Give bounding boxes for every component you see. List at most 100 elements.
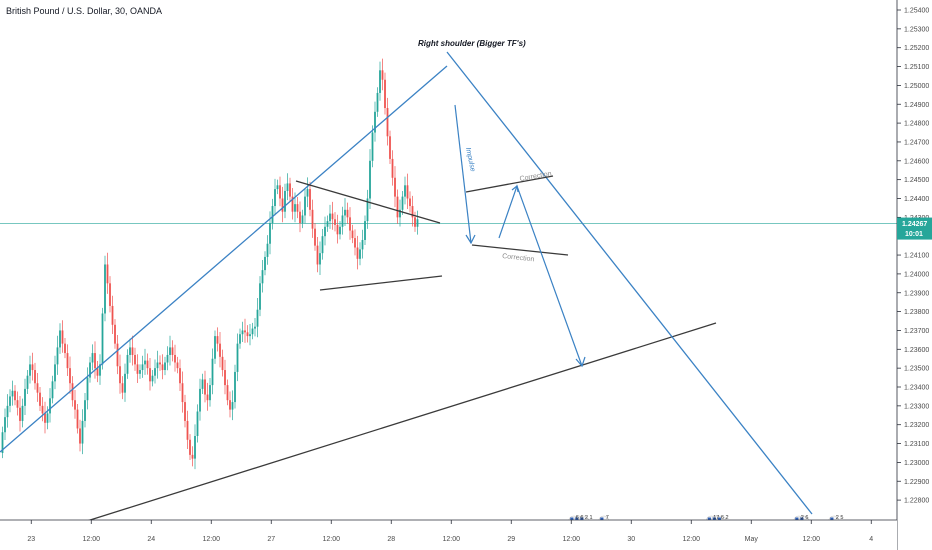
y-tick-label: 1.23600 xyxy=(904,347,929,354)
candle-body xyxy=(234,371,236,403)
candle-body xyxy=(109,283,111,306)
y-tick-label: 1.24500 xyxy=(904,177,929,184)
candle-body xyxy=(391,158,394,178)
correction-top-label: Correction xyxy=(519,170,552,183)
candle-body xyxy=(119,366,121,384)
candle-body xyxy=(64,343,66,354)
price-axis[interactable] xyxy=(897,0,932,550)
event-flag-canton xyxy=(600,517,604,521)
candle-body xyxy=(359,249,361,259)
y-tick-label: 1.23400 xyxy=(904,385,929,392)
candle-body xyxy=(169,347,171,355)
candle-body xyxy=(201,379,204,389)
candle-body xyxy=(174,354,176,363)
triangle-upper-line[interactable] xyxy=(295,180,441,224)
candle-body xyxy=(186,420,189,440)
candle-body xyxy=(366,198,369,222)
candle-body xyxy=(244,330,246,333)
candle-body xyxy=(76,409,79,429)
candle-body xyxy=(161,364,164,371)
candle-body xyxy=(49,398,51,414)
candle-body xyxy=(336,224,339,235)
x-tick-label: 12:00 xyxy=(682,536,700,543)
projection-arrowhead-up xyxy=(511,184,519,193)
candle-body xyxy=(111,305,114,325)
y-tick-label: 1.24700 xyxy=(904,139,929,146)
right-shoulder-label: Right shoulder (Bigger TF's) xyxy=(418,39,526,48)
candle-body xyxy=(34,370,36,384)
candle-body xyxy=(129,347,131,355)
bar-countdown-label: 10:01 xyxy=(905,231,923,238)
candle-body xyxy=(151,375,154,382)
candle-body xyxy=(266,243,269,257)
candle-body xyxy=(299,211,301,224)
candle-body xyxy=(166,354,169,363)
candle-body xyxy=(304,196,306,216)
candle-body xyxy=(236,343,239,372)
candle-body xyxy=(196,411,199,437)
candle-body xyxy=(349,217,351,231)
x-tick-label: 30 xyxy=(627,536,635,543)
candle-body xyxy=(264,256,266,271)
candle-body xyxy=(171,347,174,355)
event-flag-canton xyxy=(580,517,584,521)
x-tick-label: 28 xyxy=(387,536,395,543)
x-tick-label: 12:00 xyxy=(562,536,580,543)
candle-body xyxy=(364,221,366,240)
candle-body xyxy=(316,245,319,265)
y-tick-label: 1.23500 xyxy=(904,366,929,373)
candle-body xyxy=(139,370,141,374)
candle-body xyxy=(14,390,16,401)
candle-body xyxy=(331,213,334,220)
candle-body xyxy=(126,354,129,374)
y-tick-label: 1.23300 xyxy=(904,403,929,410)
impulse-label: Impulse xyxy=(464,147,476,173)
candle-body xyxy=(326,221,329,227)
projection-path[interactable] xyxy=(498,184,583,367)
projection-arrowhead-down xyxy=(575,356,586,368)
candle-body xyxy=(371,132,374,161)
candle-body xyxy=(189,439,191,455)
y-tick-label: 1.24100 xyxy=(904,253,929,260)
candle-body xyxy=(376,92,379,112)
candle-body xyxy=(26,375,29,389)
candle-body xyxy=(56,347,59,365)
candle-body xyxy=(306,189,309,197)
y-tick-label: 1.24900 xyxy=(904,102,929,109)
x-tick-label: 12:00 xyxy=(322,536,340,543)
candle-body xyxy=(319,253,321,265)
triangle-lower-line[interactable] xyxy=(319,275,443,291)
candle-body xyxy=(204,379,206,395)
current-price-tag xyxy=(897,217,932,240)
candle-body xyxy=(351,230,354,239)
impulse-arrow[interactable] xyxy=(454,104,472,244)
rising-blue-trendline[interactable] xyxy=(0,65,448,453)
event-flag-canton xyxy=(570,517,574,521)
candle-body xyxy=(89,362,91,378)
event-count-label: 17 6 2 xyxy=(713,515,728,521)
candle-body xyxy=(44,413,46,423)
correction-lower-line[interactable] xyxy=(471,244,569,256)
candle-body xyxy=(99,364,101,376)
candle-body xyxy=(384,79,386,109)
correction-upper-line[interactable] xyxy=(465,175,554,193)
candle-body xyxy=(51,381,54,399)
candle-body xyxy=(301,215,304,224)
candle-body xyxy=(211,358,214,386)
candle-body xyxy=(259,283,261,310)
y-tick-label: 1.23700 xyxy=(904,328,929,335)
candle-body xyxy=(149,368,151,382)
support-trendline[interactable] xyxy=(51,322,717,533)
candle-body xyxy=(146,360,149,369)
falling-blue-trendline[interactable] xyxy=(446,51,813,515)
candle-body xyxy=(54,364,56,382)
candle-body xyxy=(96,368,99,376)
time-axis[interactable] xyxy=(0,520,897,550)
candle-body xyxy=(324,226,326,237)
candle-body xyxy=(136,364,139,374)
y-tick-label: 1.25300 xyxy=(904,26,929,33)
drawings[interactable]: Right shoulder (Bigger TF's) Impulse Cor… xyxy=(0,39,813,533)
impulse-arrowhead xyxy=(465,234,476,245)
candle-body xyxy=(294,204,296,212)
